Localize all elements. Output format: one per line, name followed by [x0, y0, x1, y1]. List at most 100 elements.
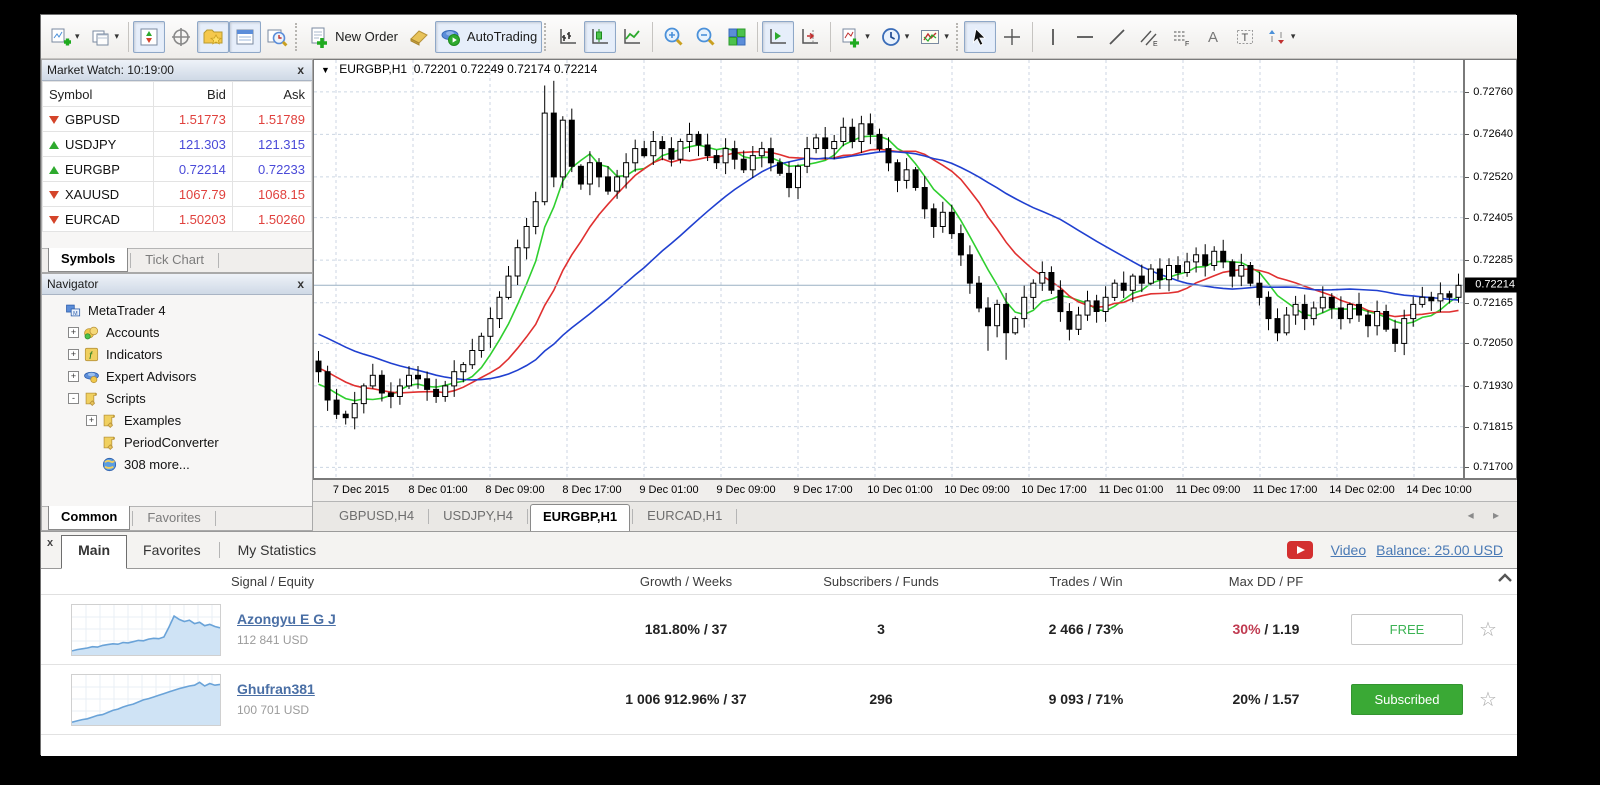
- table-row[interactable]: EURCAD 1.50203 1.50260: [42, 206, 313, 232]
- table-row[interactable]: USDJPY 121.303 121.315: [42, 131, 313, 157]
- terminal-button[interactable]: [229, 20, 262, 53]
- crosshair-button[interactable]: [996, 21, 1028, 53]
- text-label-button[interactable]: T: [1229, 21, 1261, 53]
- tab-scroll-arrows[interactable]: ◂ ▸: [1467, 508, 1507, 522]
- tab-my-statistics[interactable]: My Statistics: [237, 542, 317, 558]
- tree-item-indicators[interactable]: + f Indicators: [46, 343, 312, 365]
- chart-tab-gbpusd-h4[interactable]: GBPUSD,H4: [339, 508, 415, 523]
- bar-chart-icon: [557, 26, 579, 48]
- cursor-button[interactable]: [963, 20, 996, 53]
- arrows-button[interactable]: ▾: [1261, 21, 1301, 53]
- candlestick-button[interactable]: [584, 20, 617, 53]
- bar-chart-button[interactable]: [552, 21, 584, 53]
- signal-name-link[interactable]: Ghufran381: [237, 681, 315, 697]
- close-icon[interactable]: x: [297, 277, 304, 291]
- time-axis[interactable]: 7 Dec 2015 8 Dec 01:00 8 Dec 09:00 8 Dec 17…: [313, 479, 1517, 501]
- price-axis[interactable]: 0.72760 0.72640 0.72520 0.72405 0.72285 0.721…: [1464, 59, 1518, 479]
- tab-favorites[interactable]: Favorites: [143, 542, 201, 558]
- close-icon[interactable]: x: [297, 63, 304, 77]
- toolbar-group: [657, 21, 753, 53]
- templates-button[interactable]: ▾: [914, 21, 954, 53]
- vertical-line-button[interactable]: [1037, 21, 1069, 53]
- subscribed-button[interactable]: Subscribed: [1351, 684, 1463, 715]
- symbol-cell[interactable]: EURGBP: [42, 156, 154, 182]
- autotrading-button[interactable]: AutoTrading: [434, 20, 543, 53]
- auto-scroll-button[interactable]: [762, 20, 795, 53]
- table-row[interactable]: EURGBP 0.72214 0.72233: [42, 156, 313, 182]
- symbol-cell[interactable]: EURCAD: [42, 206, 154, 232]
- new-chart-button[interactable]: ▾: [45, 21, 85, 53]
- favorite-star-icon[interactable]: ☆: [1479, 619, 1497, 641]
- close-icon[interactable]: x: [47, 537, 54, 549]
- tab-favorites[interactable]: Favorites: [147, 510, 201, 525]
- market-watch-button[interactable]: [133, 20, 166, 53]
- signal-row[interactable]: Azongyu E G J 112 841 USD 181.80% / 37 3 2 4…: [41, 595, 1517, 665]
- time-label: 11 Dec 09:00: [1175, 484, 1241, 496]
- symbol-cell[interactable]: GBPUSD: [42, 106, 154, 132]
- strategy-tester-button[interactable]: [261, 21, 293, 53]
- tree-item-expert-advisors[interactable]: + Expert Advisors: [46, 365, 312, 387]
- favorite-star-icon[interactable]: ☆: [1479, 689, 1497, 711]
- data-window-button[interactable]: [165, 21, 197, 53]
- metaeditor-button[interactable]: [403, 21, 435, 53]
- chart-tab-eurcad-h1[interactable]: EURCAD,H1: [647, 508, 723, 523]
- column-header-ask[interactable]: Ask: [231, 81, 313, 107]
- chevron-down-icon[interactable]: ▾: [75, 31, 80, 41]
- zoom-out-button[interactable]: [689, 21, 721, 53]
- tree-item-scripts[interactable]: - Scripts: [46, 387, 312, 409]
- symbol-cell[interactable]: USDJPY: [42, 131, 154, 157]
- video-link[interactable]: Video: [1330, 542, 1367, 558]
- chevron-down-icon[interactable]: ▾: [904, 31, 910, 41]
- chevron-down-icon[interactable]: ▾: [114, 31, 120, 41]
- expand-icon[interactable]: +: [68, 370, 79, 382]
- chart-shift-button[interactable]: [794, 21, 826, 53]
- collapse-icon[interactable]: -: [68, 392, 79, 404]
- tab-symbols[interactable]: Symbols: [48, 248, 129, 272]
- horizontal-line-button[interactable]: [1069, 21, 1101, 53]
- table-row[interactable]: XAUUSD 1067.79 1068.15: [42, 181, 313, 207]
- tab-main[interactable]: Main: [61, 534, 128, 569]
- tree-item-examples[interactable]: + Examples: [46, 409, 312, 431]
- chart-plot-area[interactable]: [313, 59, 1464, 479]
- table-row[interactable]: GBPUSD 1.51773 1.51789: [42, 106, 313, 132]
- toolbar-group: [552, 20, 648, 53]
- expand-icon[interactable]: +: [86, 414, 97, 426]
- expand-icon[interactable]: +: [68, 348, 79, 360]
- new-order-button[interactable]: New Order: [303, 21, 403, 53]
- expand-icon[interactable]: +: [68, 326, 79, 338]
- signal-name-link[interactable]: Azongyu E G J: [237, 611, 336, 627]
- chevron-down-icon[interactable]: ▾: [865, 31, 870, 41]
- tree-item-accounts[interactable]: + Accounts: [46, 321, 312, 343]
- chevron-down-icon[interactable]: ▼: [321, 65, 330, 75]
- free-button[interactable]: FREE: [1351, 614, 1463, 645]
- periods-button[interactable]: ▾: [875, 21, 915, 53]
- scroll-up-icon[interactable]: [1497, 571, 1513, 589]
- line-chart-button[interactable]: [616, 21, 648, 53]
- price-tick: [1465, 302, 1469, 304]
- column-header-symbol[interactable]: Symbol: [42, 81, 154, 107]
- channel-button[interactable]: E: [1133, 21, 1165, 53]
- navigator-button[interactable]: [197, 20, 230, 53]
- column-header-bid[interactable]: Bid: [152, 81, 233, 107]
- chart-tab-eurgbp-h1[interactable]: EURGBP,H1: [529, 504, 631, 531]
- signal-row[interactable]: Ghufran381 100 701 USD 1 006 912.96% / 37 2…: [41, 665, 1517, 735]
- fibonacci-button[interactable]: F: [1165, 21, 1197, 53]
- tree-item-periodconverter[interactable]: PeriodConverter: [46, 431, 312, 453]
- tile-windows-button[interactable]: [721, 21, 753, 53]
- text-button[interactable]: A: [1197, 21, 1229, 53]
- chevron-down-icon[interactable]: ▾: [1290, 31, 1296, 41]
- tree-item-308-more-[interactable]: 308 more...: [46, 453, 312, 475]
- chevron-down-icon[interactable]: ▾: [944, 31, 949, 41]
- column-header: Max DD / PF: [1228, 574, 1304, 589]
- profiles-button[interactable]: ▾: [85, 21, 125, 53]
- trendline-button[interactable]: [1101, 21, 1133, 53]
- tree-item-metatrader-4[interactable]: M MetaTrader 4: [46, 299, 312, 321]
- balance-link[interactable]: Balance: 25.00 USD: [1376, 542, 1503, 558]
- tab-tick-chart[interactable]: Tick Chart: [145, 252, 204, 267]
- chart-tab-usdjpy-h4[interactable]: USDJPY,H4: [443, 508, 513, 523]
- symbol-cell[interactable]: XAUUSD: [42, 181, 154, 207]
- tab-common[interactable]: Common: [48, 506, 131, 530]
- indicators-button[interactable]: ▾: [835, 21, 875, 53]
- zoom-in-button[interactable]: [657, 21, 689, 53]
- video-icon[interactable]: [1286, 541, 1313, 559]
